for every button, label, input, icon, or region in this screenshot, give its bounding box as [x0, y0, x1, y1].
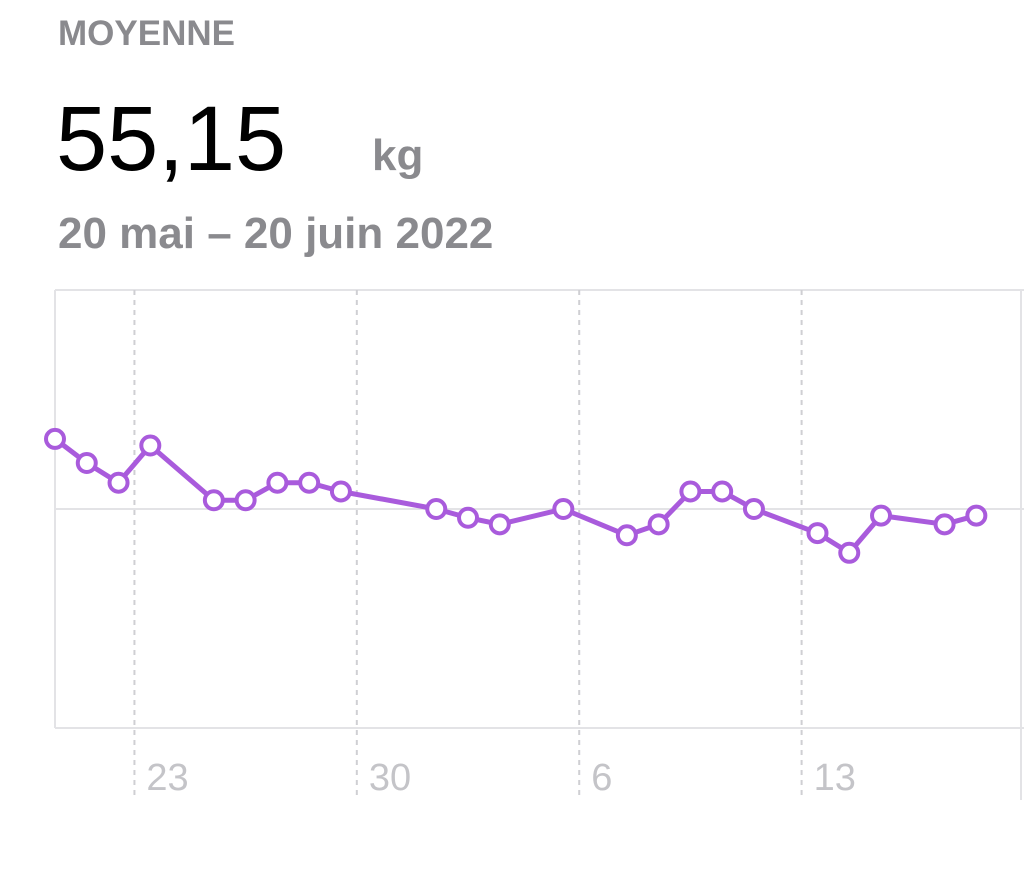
point: [139, 434, 162, 457]
point: [552, 498, 575, 520]
point: [234, 489, 257, 512]
point: [75, 452, 98, 475]
line: [53, 436, 978, 556]
summary-label: MOYENNE: [58, 14, 235, 53]
point: [647, 513, 670, 536]
point: [615, 524, 638, 547]
point: [870, 504, 893, 527]
point: [965, 504, 988, 527]
point: [711, 480, 734, 503]
x-tick-label: 23: [146, 757, 188, 799]
point: [298, 471, 321, 494]
point: [806, 522, 829, 545]
point: [202, 489, 225, 512]
summary-value: 55,15: [56, 88, 286, 190]
x-tick-label: 13: [814, 757, 856, 799]
summary-unit: kg: [372, 131, 423, 180]
x-tick-label: 6: [591, 757, 612, 799]
point: [266, 471, 289, 494]
point: [933, 513, 956, 536]
point: [679, 480, 702, 503]
point: [425, 498, 448, 520]
point: [457, 506, 480, 529]
point: [742, 498, 765, 520]
point: [44, 427, 66, 450]
point: [838, 541, 861, 564]
x-tick-label: 30: [369, 757, 411, 799]
point: [488, 513, 511, 536]
point: [107, 471, 130, 494]
point: [329, 480, 352, 503]
date-range: 20 mai – 20 juin 2022: [58, 209, 493, 258]
